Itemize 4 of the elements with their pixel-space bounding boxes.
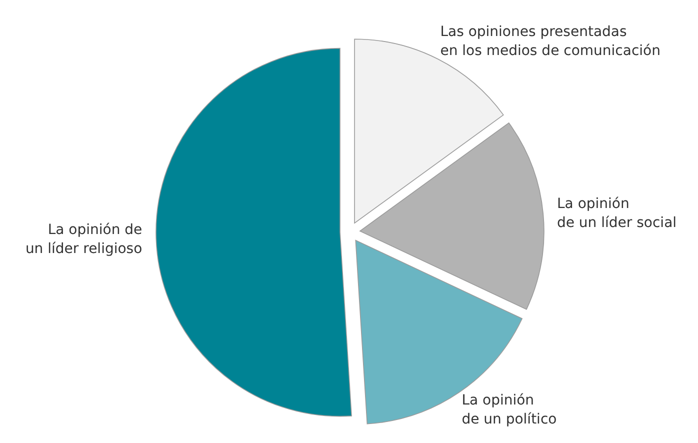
slice-label: La opinión de un líder religioso bbox=[25, 222, 142, 258]
slice-label: La opinión de un líder social bbox=[556, 196, 677, 231]
slice-label: La opinión de un político bbox=[462, 392, 557, 428]
slice-label: Las opiniones presentadas en los medios de comunicación bbox=[440, 24, 660, 59]
